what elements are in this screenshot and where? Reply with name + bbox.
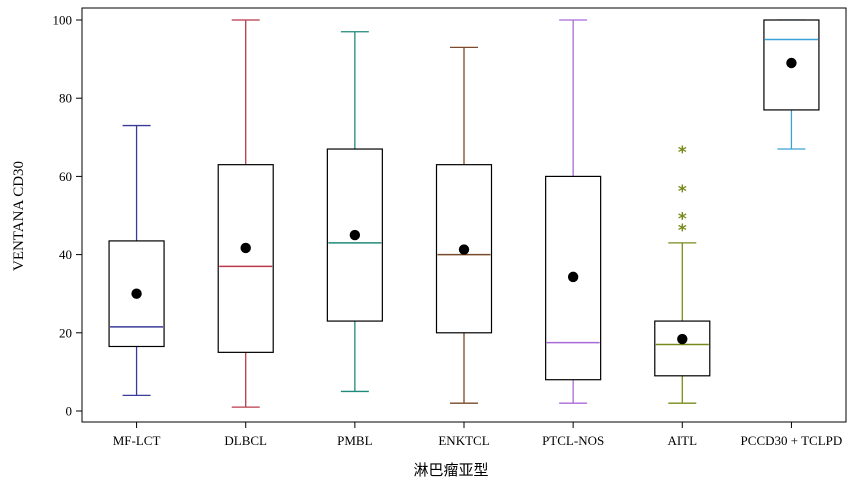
x-tick-label: PMBL [337,433,372,448]
x-tick-label: ENKTCL [438,433,489,448]
box-iqr [217,164,274,353]
box-iqr [654,320,711,377]
mean-point [240,242,251,254]
outlier-point: * [678,182,687,202]
mean-point [349,229,361,241]
plot-area: 0 20 40 60 80 100 MF-LCT DLBCL PMBL ENKTCL PTCL-NO… [53,7,847,448]
mean-point [677,333,688,345]
x-tick-label: PTCL-NOS [542,433,604,448]
box-iqr [326,148,383,322]
y-tick-label: 40 [59,247,72,262]
x-tick-label: MF-LCT [113,433,161,448]
mean-point [786,57,797,69]
x-tick-label: DLBCL [224,433,267,448]
outlier-point: * [678,221,687,241]
mean-point [567,271,579,283]
y-tick-label: 0 [66,404,73,419]
y-tick-label: 60 [59,169,72,184]
mean-point [458,244,470,255]
y-axis-title: VENTANA CD30 [11,161,27,271]
x-tick-label: AITL [667,433,697,448]
y-tick-label: 100 [53,13,73,28]
mean-point [131,288,142,299]
outlier-point: * [678,210,687,230]
x-tick-label: PCCD30 + TCLPD [741,433,843,448]
x-axis-title: 淋巴瘤亚型 [413,462,488,479]
y-tick-label: 20 [59,325,72,340]
outlier-point: * [678,143,687,163]
y-tick-label: 80 [59,91,72,106]
